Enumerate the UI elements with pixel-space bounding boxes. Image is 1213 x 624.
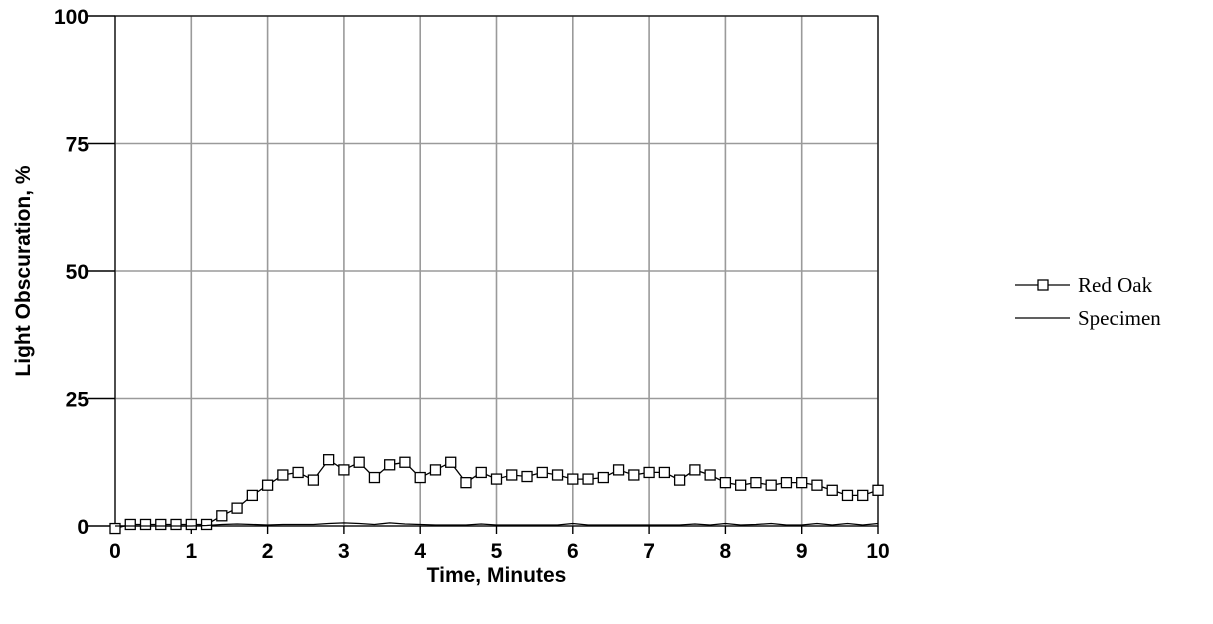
series-line <box>115 522 879 527</box>
series-group <box>109 454 884 535</box>
data-point <box>673 474 686 486</box>
legend-marker <box>1037 279 1049 291</box>
data-point <box>475 466 487 479</box>
series-red-oak <box>109 454 884 535</box>
data-point <box>612 464 625 476</box>
data-point <box>872 484 884 496</box>
data-point <box>780 476 793 489</box>
x-tick-label: 1 <box>185 540 197 563</box>
y-tick-label: 0 <box>77 516 89 539</box>
legend-label: Red Oak <box>1078 273 1153 297</box>
legend: Red Oak Specimen <box>1015 273 1161 330</box>
data-point <box>368 471 381 484</box>
data-point <box>277 469 289 481</box>
y-axis-title: Light Obscuration, % <box>12 165 35 376</box>
y-tick-label: 75 <box>66 134 90 157</box>
data-point <box>231 502 243 514</box>
x-tick-label: 6 <box>567 540 579 563</box>
data-point <box>704 469 716 481</box>
data-point <box>384 459 396 471</box>
data-point <box>826 484 838 496</box>
data-point <box>811 479 823 491</box>
data-point <box>155 518 167 531</box>
data-point <box>765 479 777 491</box>
data-point <box>399 456 411 468</box>
data-point <box>536 466 548 479</box>
data-point <box>719 476 732 489</box>
x-tick-label: 2 <box>262 540 274 563</box>
data-point <box>261 479 274 491</box>
data-point <box>506 469 518 481</box>
data-point <box>429 464 442 476</box>
data-point <box>445 456 457 468</box>
data-point <box>582 473 594 485</box>
data-point <box>200 518 213 531</box>
data-point <box>857 489 869 502</box>
data-point <box>490 473 503 485</box>
data-point <box>353 456 365 468</box>
y-axis: 0 25 50 75 100 <box>54 6 115 539</box>
data-point <box>643 466 655 479</box>
x-tick-label: 0 <box>109 540 121 563</box>
data-point <box>124 518 136 531</box>
x-tick-label: 7 <box>643 540 655 563</box>
data-point <box>841 489 854 502</box>
data-point <box>185 518 197 531</box>
data-point <box>322 454 335 466</box>
data-point <box>735 479 747 491</box>
data-point <box>307 474 320 486</box>
data-point <box>216 510 228 522</box>
y-tick-label: 100 <box>54 6 89 29</box>
data-point <box>139 518 152 531</box>
x-tick-label: 8 <box>720 540 732 563</box>
data-point <box>750 476 762 489</box>
data-point <box>170 518 182 531</box>
data-point <box>109 522 121 535</box>
series-specimen <box>115 522 879 527</box>
data-point <box>521 470 533 483</box>
data-point <box>597 471 609 484</box>
data-point <box>796 476 808 489</box>
x-axis: 0 1 2 3 4 5 6 7 8 9 10 <box>109 526 890 563</box>
data-point <box>689 464 701 476</box>
data-point <box>414 471 426 484</box>
x-tick-label: 9 <box>796 540 808 563</box>
x-tick-label: 10 <box>866 540 889 563</box>
y-tick-label: 25 <box>66 389 90 412</box>
legend-item: Specimen <box>1015 306 1161 330</box>
legend-item: Red Oak <box>1015 273 1153 297</box>
x-axis-title: Time, Minutes <box>427 564 567 587</box>
data-point <box>567 473 579 485</box>
x-tick-label: 4 <box>414 540 426 563</box>
legend-label: Specimen <box>1078 306 1161 330</box>
data-point <box>338 464 350 476</box>
data-point <box>246 489 258 502</box>
x-tick-label: 3 <box>338 540 350 563</box>
data-point <box>551 469 564 481</box>
data-point <box>658 466 671 479</box>
y-tick-label: 50 <box>66 261 89 284</box>
data-point <box>460 476 472 489</box>
data-point <box>292 466 304 479</box>
data-point <box>628 469 640 481</box>
x-tick-label: 5 <box>491 540 503 563</box>
grid <box>114 15 879 527</box>
